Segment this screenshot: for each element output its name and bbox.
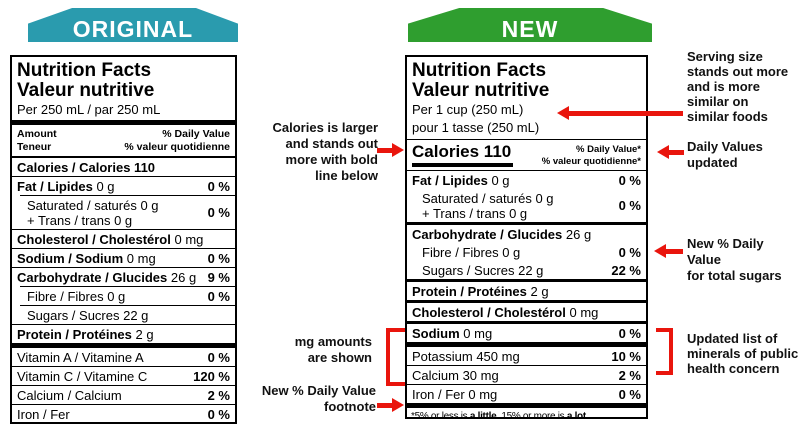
new-serving-size-en: Per 1 cup (250 mL) xyxy=(412,102,524,117)
nutrition-row: Calories / Calories 110 xyxy=(17,159,156,175)
annotation-minerals: Updated list of minerals of public healt… xyxy=(687,331,799,376)
new-valeur-quotidienne-label: % valeur quotidienne* xyxy=(541,156,641,167)
daily-value-label: % Daily Value xyxy=(162,128,230,140)
nutrition-row: Potassium 450 mg 10 % xyxy=(407,342,646,365)
annotation-mg-amounts: mg amounts are shown xyxy=(294,334,372,365)
original-serving-size: Per 250 mL / par 250 mL xyxy=(17,102,161,117)
teneur-label: Teneur xyxy=(17,140,52,153)
nutrition-row: Calcium / Calcium 2 % xyxy=(12,385,235,404)
nutrition-row: Sodium / Sodium 0 mg 0 % xyxy=(12,248,235,267)
new-title-en: Nutrition Facts xyxy=(412,60,547,81)
original-label-header: Nutrition Facts Valeur nutritive Per 250… xyxy=(12,57,235,120)
annotation-calories: Calories is larger and stands out more w… xyxy=(272,120,379,183)
original-amount-header: Amount Teneur % Daily Value % valeur quo… xyxy=(12,125,235,158)
original-banner-label: ORIGINAL xyxy=(72,16,194,42)
original-title-fr: Valeur nutritive xyxy=(17,80,155,101)
thick-rule xyxy=(12,120,235,125)
original-nutrition-label: Nutrition Facts Valeur nutritive Per 250… xyxy=(10,55,237,424)
calories-value: Calories 110 xyxy=(412,143,514,167)
nutrition-row: Calcium 30 mg 2 % xyxy=(407,365,646,384)
nutrition-row: Protein / Protéines 2 g xyxy=(407,279,646,300)
nutrition-row: Sodium 0 mg 0 % xyxy=(407,321,646,342)
annotation-footnote: New % Daily Value footnote xyxy=(261,383,376,414)
sugars-arrow-icon xyxy=(666,249,683,254)
original-banner: ORIGINAL xyxy=(28,8,238,42)
new-calories-block: Calories 110 % Daily Value* % valeur quo… xyxy=(407,140,646,171)
nutrition-row: Iron / Fer 0 % xyxy=(12,404,235,422)
nutrition-row: Sugars / Sucres 22 g 22 % xyxy=(422,262,641,278)
annotation-total-sugars: New % Daily Value for total sugars xyxy=(687,236,782,283)
amount-label: Amount xyxy=(17,128,57,140)
nutrition-row: Saturated / saturés 0 g + Trans / trans 0… xyxy=(422,190,641,221)
footnote-arrow-icon xyxy=(377,403,392,408)
nutrition-row: Sugars / Sucres 22 g xyxy=(20,305,235,324)
annotation-daily-values: Daily Values updated xyxy=(687,139,763,170)
original-nutrient-rows: Calories / Calories 110 Fat / Lipides 0 g… xyxy=(12,158,235,422)
footnote-line: *5% or less is a little, 15% or more is … xyxy=(411,411,586,419)
original-title-en: Nutrition Facts xyxy=(17,60,152,81)
minerals-bracket-icon xyxy=(656,328,673,375)
nutrition-row: Cholesterol / Cholestérol 0 mg xyxy=(407,300,646,321)
calories-arrow-icon xyxy=(377,148,392,153)
nutrition-row: Cholesterol / Cholestérol 0 mg xyxy=(12,229,235,248)
new-nutrition-label: Nutrition Facts Valeur nutritive Per 1 c… xyxy=(405,55,648,419)
valeur-quotidienne-label: % valeur quotidienne xyxy=(124,140,230,153)
new-serving-size-fr: pour 1 tasse (250 mL) xyxy=(412,120,540,135)
daily-values-arrow-icon xyxy=(669,150,684,155)
nutrition-row: Iron / Fer 0 mg 0 % xyxy=(407,384,646,403)
nutrition-row: Saturated / saturés 0 g + Trans / trans 0… xyxy=(20,195,235,229)
annotation-serving-size: Serving size stands out more and is more… xyxy=(687,49,789,124)
daily-value-footnote: *5% or less is a little, 15% or more is … xyxy=(407,403,646,419)
new-title-fr: Valeur nutritive xyxy=(412,80,550,101)
nutrition-row: Protein / Protéines 2 g xyxy=(12,324,235,343)
nutrition-row: Vitamin C / Vitamine C 120 % xyxy=(12,366,235,385)
new-banner-label: NEW xyxy=(501,16,559,42)
new-label-header: Nutrition Facts Valeur nutritive Per 1 c… xyxy=(407,57,646,140)
mg-amounts-bracket-icon xyxy=(386,328,405,386)
nutrition-row: Carbohydrate / Glucides 26 g xyxy=(407,222,646,243)
serving-size-arrow-icon xyxy=(569,111,683,116)
new-daily-value-label: % Daily Value* xyxy=(576,144,641,155)
new-banner: NEW xyxy=(408,8,652,42)
